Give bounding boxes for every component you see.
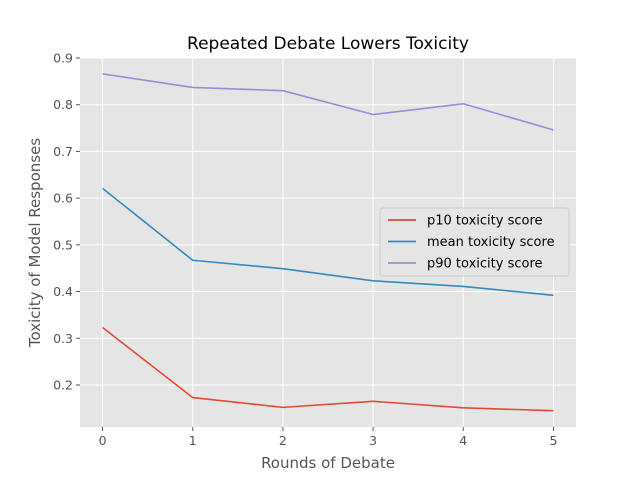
y-tick-label: 0.8: [53, 97, 73, 112]
legend-label-p90: p90 toxicity score: [427, 257, 543, 272]
series-line-p10: [102, 326, 554, 412]
legend-label-p10: p10 toxicity score: [427, 214, 543, 229]
series-line-p90: [102, 73, 554, 131]
y-axis-label: Toxicity of Model Responses: [26, 138, 44, 348]
y-tick-label: 0.6: [53, 191, 73, 206]
legend-label-mean: mean toxicity score: [427, 235, 555, 250]
x-tick-label: 4: [459, 433, 467, 448]
chart-title: Repeated Debate Lowers Toxicity: [187, 34, 469, 54]
x-tick-label: 1: [189, 433, 197, 448]
y-tick-label: 0.9: [53, 51, 73, 66]
x-tick-label: 5: [549, 433, 557, 448]
series-line-mean: [102, 187, 554, 297]
x-tick-label: 2: [279, 433, 287, 448]
x-tick-label: 3: [369, 433, 377, 448]
legend: p10 toxicity score mean toxicity score p…: [379, 207, 570, 277]
legend-box: [379, 207, 570, 277]
series-lines: [102, 73, 554, 412]
y-tick-label: 0.3: [53, 331, 73, 346]
y-tick-label: 0.7: [53, 144, 73, 159]
y-tick-label: 0.2: [53, 377, 73, 392]
y-tick-label: 0.5: [53, 237, 73, 252]
y-axis-ticks: 0.2 0.3 0.4 0.5 0.6 0.7 0.8 0.9: [53, 51, 80, 392]
x-axis-label: Rounds of Debate: [261, 454, 395, 472]
x-axis-ticks: 0 1 2 3 4 5: [99, 427, 557, 448]
x-tick-label: 0: [99, 433, 107, 448]
y-tick-label: 0.4: [53, 284, 73, 299]
